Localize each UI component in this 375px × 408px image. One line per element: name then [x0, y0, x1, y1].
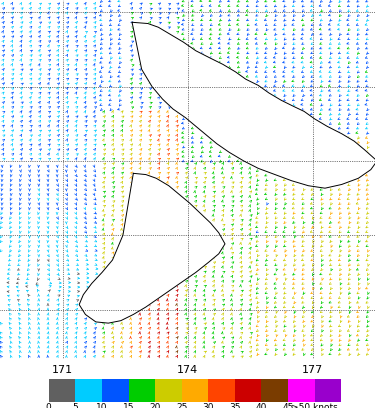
Bar: [315, 379, 341, 402]
Polygon shape: [79, 173, 225, 323]
Polygon shape: [132, 22, 375, 188]
Bar: [182, 379, 208, 402]
Bar: [288, 379, 315, 402]
Bar: [155, 379, 182, 402]
Bar: [235, 379, 261, 402]
Bar: [75, 379, 102, 402]
Bar: [49, 379, 75, 402]
Bar: [102, 379, 129, 402]
Bar: [129, 379, 155, 402]
Bar: [261, 379, 288, 402]
Bar: [208, 379, 235, 402]
